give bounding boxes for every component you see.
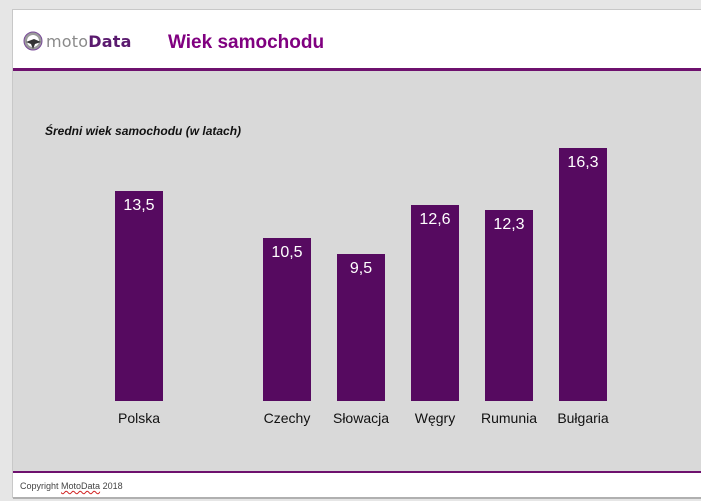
bar-czechy: 10,5 (263, 238, 311, 401)
copyright-year: 2018 (100, 481, 123, 491)
logo: motoData (22, 30, 132, 52)
category-label: Bułgaria (557, 410, 609, 426)
logo-text-data: Data (88, 31, 132, 51)
category-label: Węgry (414, 410, 456, 426)
chart-title: Średni wiek samochodu (w latach) (45, 124, 242, 138)
value-label: 12,3 (493, 216, 525, 233)
category-label: Rumunia (480, 410, 538, 426)
bar-węgry: 12,6 (411, 205, 459, 401)
bar-bułgaria: 16,3 (559, 148, 607, 401)
category-label: Słowacja (332, 410, 390, 426)
value-label: 12,6 (419, 211, 451, 228)
steering-wheel-icon (23, 31, 43, 51)
copyright-prefix: Copyright (20, 481, 62, 491)
bar-chart: Średni wiek samochodu (w latach) 13,5 Pol… (13, 71, 701, 471)
bar-słowacja: 9,5 (337, 254, 385, 401)
footer: Copyright MotoData 2018 (13, 471, 701, 499)
bar-polska: 13,5 (115, 191, 163, 401)
header: motoData Wiek samochodu (13, 10, 701, 71)
logo-text: motoData (46, 32, 132, 51)
page-title: Wiek samochodu (168, 32, 325, 53)
value-label: 13,5 (123, 197, 155, 214)
value-label: 10,5 (271, 244, 303, 261)
copyright: Copyright MotoData 2018 (20, 481, 123, 491)
value-label: 16,3 (567, 154, 599, 171)
copyright-brand: MotoData (61, 481, 101, 491)
category-label: Polska (117, 410, 161, 426)
category-label: Czechy (263, 410, 311, 426)
slide: motoData Wiek samochodu Średni wiek samo… (12, 9, 701, 499)
bar-rumunia: 12,3 (485, 210, 533, 401)
value-label: 9,5 (349, 260, 373, 277)
logo-text-moto: moto (46, 31, 89, 51)
